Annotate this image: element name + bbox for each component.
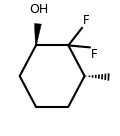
Text: OH: OH <box>29 3 48 16</box>
Text: F: F <box>83 14 90 27</box>
Polygon shape <box>34 24 41 45</box>
Text: F: F <box>91 48 98 61</box>
